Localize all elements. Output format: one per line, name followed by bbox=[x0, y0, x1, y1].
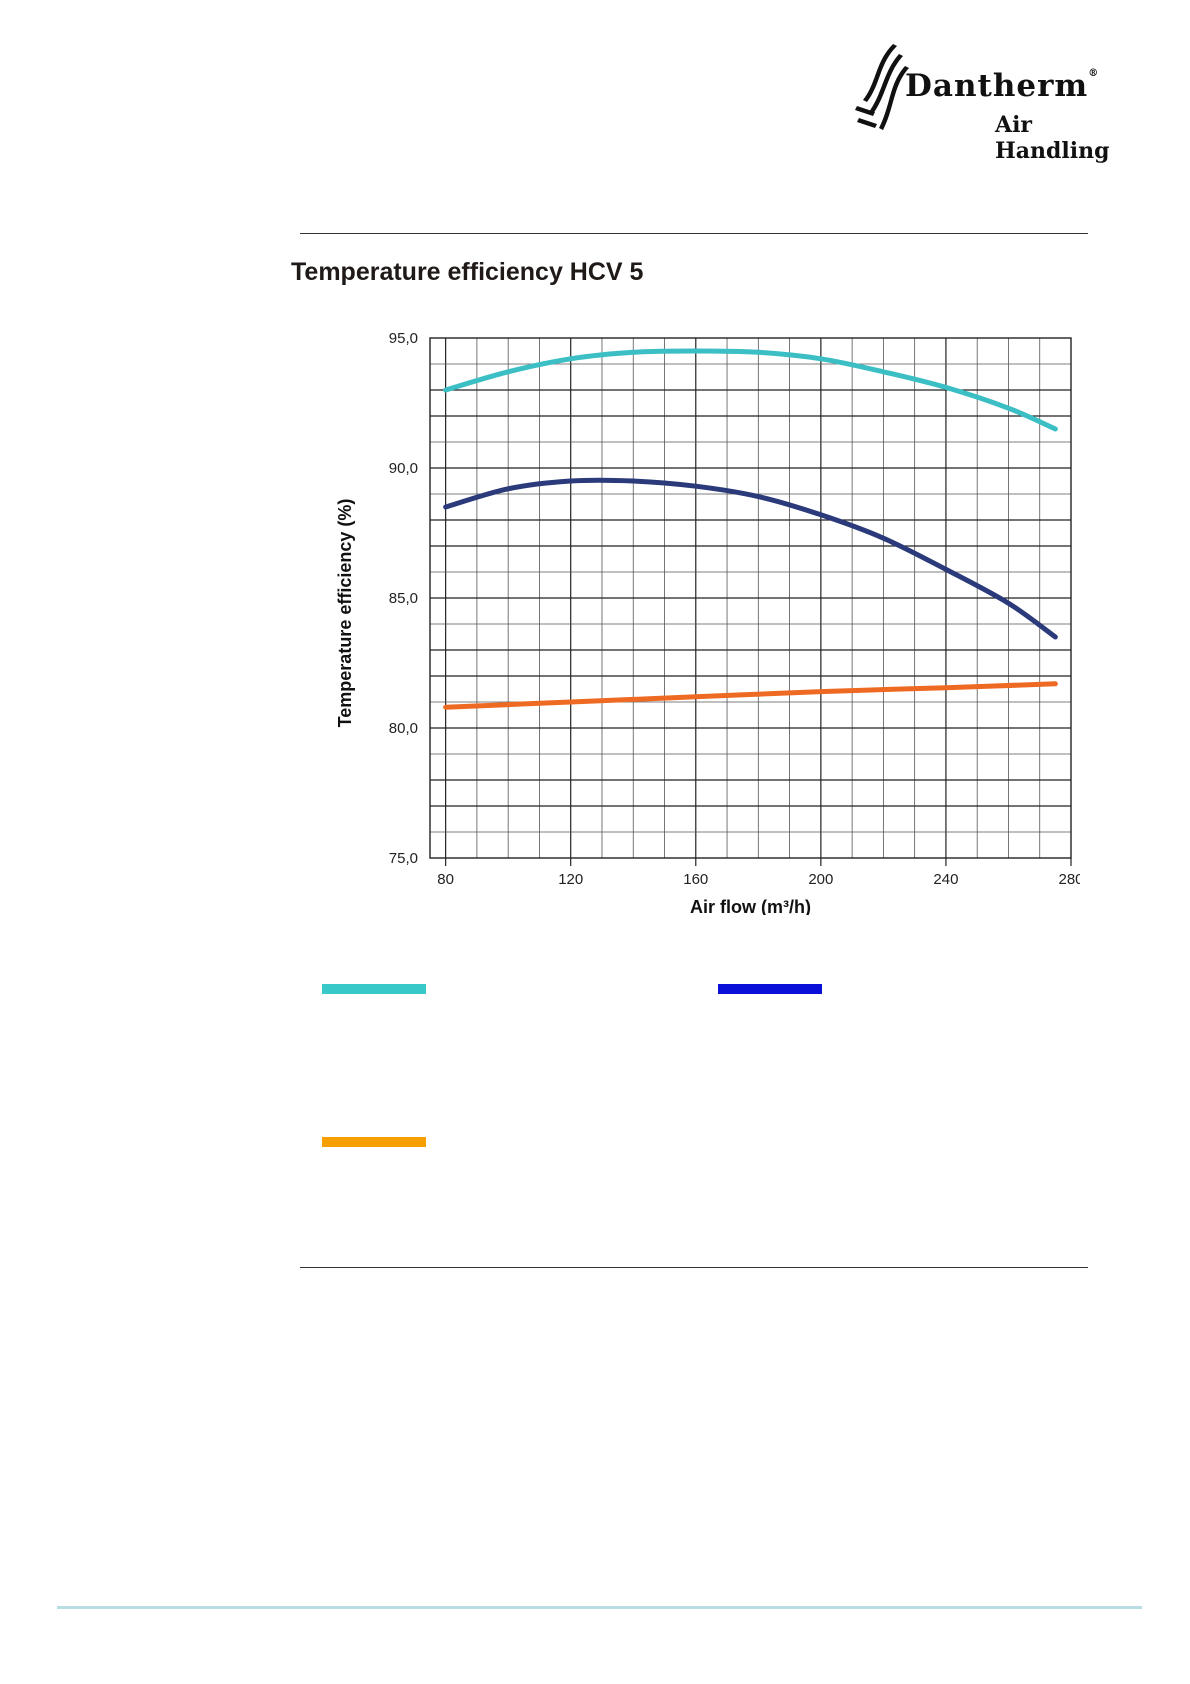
brand-subtitle: Air Handling bbox=[995, 112, 1110, 164]
x-tick-label: 240 bbox=[933, 871, 958, 888]
y-tick-label: 95,0 bbox=[389, 330, 418, 347]
bottom-divider bbox=[300, 1267, 1088, 1268]
legend-swatch-orange bbox=[322, 1137, 426, 1147]
legend-swatch-teal bbox=[322, 984, 426, 994]
x-tick-label: 280 bbox=[1058, 871, 1080, 888]
series-line-3 bbox=[443, 681, 1058, 710]
y-axis-title: Temperature efficiency (%) bbox=[335, 499, 355, 728]
x-tick-label: 120 bbox=[558, 871, 583, 888]
efficiency-chart: 80 120 160 200 240 280 75,0 80,0 85,0 90,0 95,0 Air… bbox=[335, 330, 1080, 915]
dantherm-logo: Dantherm® Air Handling bbox=[855, 42, 1145, 164]
footer-line bbox=[57, 1606, 1142, 1609]
x-tick-label: 200 bbox=[808, 871, 833, 888]
y-tick-label: 75,0 bbox=[389, 850, 418, 867]
series-line-1 bbox=[443, 348, 1058, 432]
y-tick-label: 90,0 bbox=[389, 460, 418, 477]
x-tick-label: 160 bbox=[683, 871, 708, 888]
x-tick-label: 80 bbox=[437, 871, 454, 888]
y-tick-label: 85,0 bbox=[389, 590, 418, 607]
x-axis-title: Air flow (m³/h) bbox=[690, 897, 811, 915]
page-title: Temperature efficiency HCV 5 bbox=[291, 258, 644, 286]
top-divider bbox=[300, 233, 1088, 234]
dantherm-swirl-icon bbox=[855, 44, 909, 130]
brand-name: Dantherm® bbox=[905, 68, 1100, 104]
legend-swatch-blue bbox=[718, 984, 822, 994]
plot-frame bbox=[429, 337, 1072, 859]
series-line-2 bbox=[443, 477, 1058, 640]
y-tick-label: 80,0 bbox=[389, 720, 418, 737]
